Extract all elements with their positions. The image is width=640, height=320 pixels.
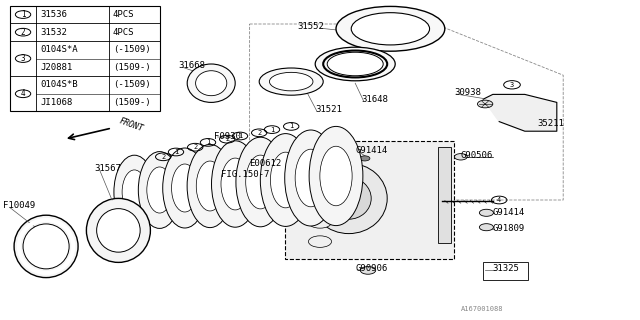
Ellipse shape	[236, 137, 285, 227]
Ellipse shape	[86, 198, 150, 262]
Text: 1: 1	[174, 149, 178, 155]
Text: 4PCS: 4PCS	[113, 10, 134, 19]
Ellipse shape	[295, 149, 326, 207]
Ellipse shape	[196, 161, 224, 211]
Text: 31552: 31552	[298, 22, 324, 31]
Ellipse shape	[23, 224, 69, 269]
Ellipse shape	[316, 47, 396, 81]
Text: G91414: G91414	[355, 146, 387, 155]
Ellipse shape	[269, 72, 313, 91]
Text: FRONT: FRONT	[118, 116, 145, 133]
Text: F10049: F10049	[3, 201, 35, 210]
Text: 31567: 31567	[95, 164, 122, 172]
Ellipse shape	[97, 209, 140, 252]
Ellipse shape	[114, 155, 155, 229]
Ellipse shape	[259, 68, 323, 95]
Polygon shape	[483, 94, 557, 131]
Ellipse shape	[309, 126, 363, 226]
Text: G91809: G91809	[493, 224, 525, 233]
Circle shape	[360, 156, 370, 161]
Bar	[221, 168, 282, 186]
Bar	[285, 141, 454, 259]
Circle shape	[308, 217, 332, 228]
Circle shape	[308, 193, 332, 204]
Ellipse shape	[351, 13, 429, 45]
Text: G90906: G90906	[355, 264, 387, 273]
Text: FIG.150-7: FIG.150-7	[221, 170, 269, 179]
Ellipse shape	[221, 158, 250, 210]
Text: 31668: 31668	[178, 61, 205, 70]
Text: 1: 1	[289, 124, 293, 129]
Text: 3: 3	[510, 82, 514, 88]
Ellipse shape	[172, 164, 198, 212]
Circle shape	[308, 172, 332, 183]
Text: 2: 2	[193, 144, 197, 150]
Ellipse shape	[260, 134, 311, 227]
Text: A167001088: A167001088	[461, 306, 503, 312]
Text: (-1509): (-1509)	[113, 45, 150, 54]
Text: JI1068: JI1068	[40, 98, 72, 107]
Circle shape	[477, 100, 493, 108]
Ellipse shape	[310, 163, 387, 234]
Text: 4: 4	[20, 89, 26, 98]
Text: 31648: 31648	[362, 95, 388, 104]
Text: 1: 1	[20, 10, 26, 19]
Text: 1: 1	[206, 140, 210, 145]
Text: (1509-): (1509-)	[113, 63, 150, 72]
Ellipse shape	[147, 167, 172, 213]
Circle shape	[479, 224, 493, 231]
Text: 30938: 30938	[454, 88, 481, 97]
Text: 1: 1	[238, 133, 242, 139]
Ellipse shape	[196, 71, 227, 96]
Text: J20881: J20881	[40, 63, 72, 72]
Circle shape	[360, 267, 376, 274]
Ellipse shape	[327, 52, 383, 76]
Text: 1: 1	[270, 127, 274, 132]
Text: F0930: F0930	[214, 132, 241, 140]
Bar	[483, 262, 528, 280]
Text: (-1509): (-1509)	[113, 80, 150, 90]
Circle shape	[479, 209, 493, 216]
Text: 0104S*A: 0104S*A	[40, 45, 78, 54]
Ellipse shape	[138, 152, 181, 228]
Ellipse shape	[336, 6, 445, 51]
Text: (1509-): (1509-)	[113, 98, 150, 107]
Ellipse shape	[320, 146, 352, 206]
Text: 2: 2	[161, 154, 165, 160]
Text: 31325: 31325	[493, 264, 520, 273]
Text: 35211: 35211	[538, 119, 564, 128]
Ellipse shape	[163, 148, 207, 228]
Ellipse shape	[326, 178, 371, 219]
Ellipse shape	[285, 130, 337, 226]
Bar	[438, 147, 451, 243]
Ellipse shape	[271, 152, 301, 208]
Text: 31536: 31536	[40, 10, 67, 19]
Text: 2: 2	[257, 130, 261, 136]
Ellipse shape	[246, 155, 275, 209]
Circle shape	[308, 236, 332, 247]
Ellipse shape	[187, 144, 233, 228]
Text: 0104S*B: 0104S*B	[40, 80, 78, 90]
Text: 2: 2	[225, 136, 229, 142]
Ellipse shape	[14, 215, 78, 277]
Ellipse shape	[122, 170, 147, 214]
Ellipse shape	[188, 64, 236, 102]
Text: 4: 4	[497, 197, 501, 203]
Text: E00612: E00612	[250, 159, 282, 168]
Text: 31532: 31532	[40, 28, 67, 37]
Text: 31521: 31521	[315, 105, 342, 114]
Text: G90506: G90506	[461, 151, 493, 160]
Text: 2: 2	[20, 28, 26, 37]
Bar	[10, 6, 160, 111]
Circle shape	[454, 154, 467, 160]
Text: G91414: G91414	[493, 208, 525, 217]
Ellipse shape	[212, 141, 259, 227]
Text: 4PCS: 4PCS	[113, 28, 134, 37]
Text: 3: 3	[20, 54, 26, 63]
